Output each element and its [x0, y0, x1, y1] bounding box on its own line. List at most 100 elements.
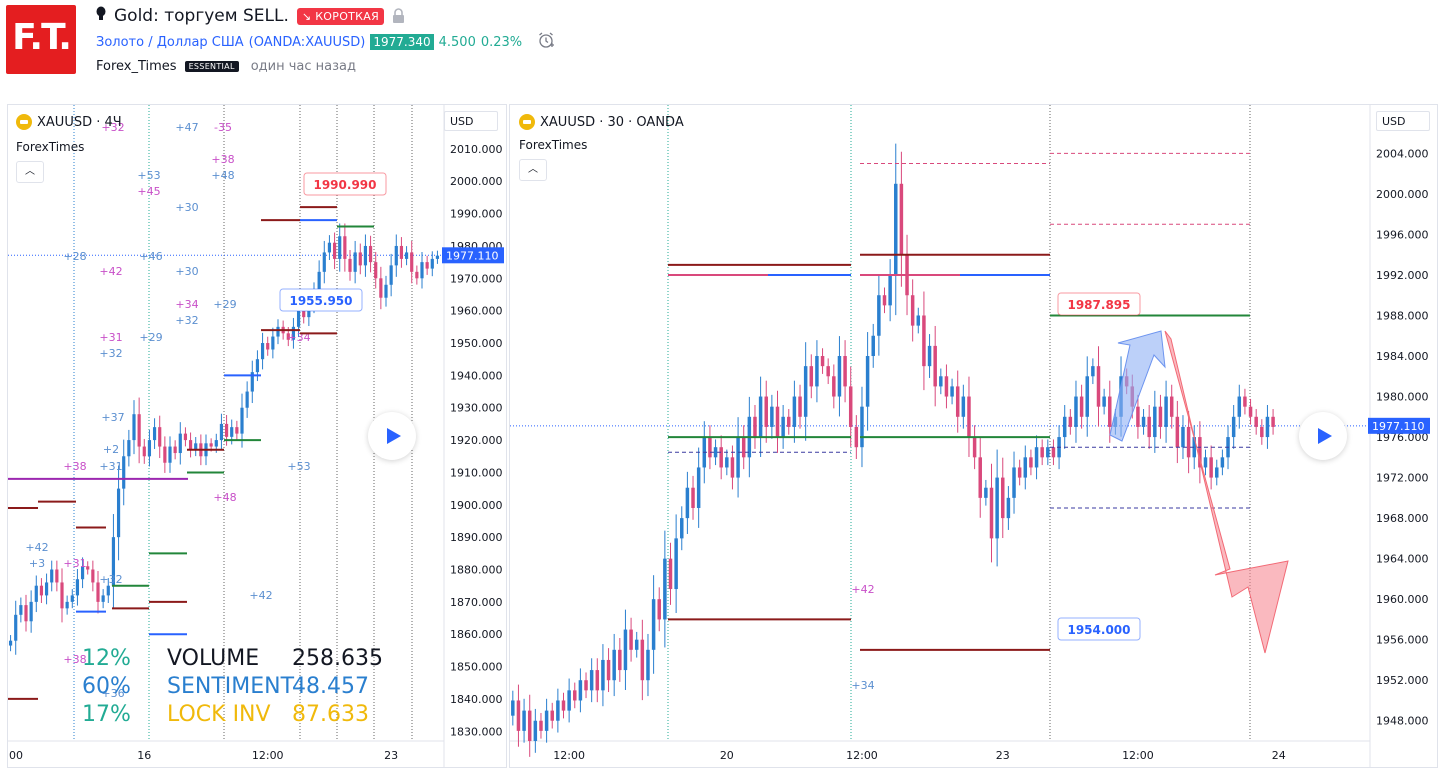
candle-body — [435, 255, 440, 259]
volume-annotation: +53 — [287, 460, 310, 473]
candle-body — [629, 629, 633, 650]
candle-body — [260, 343, 265, 360]
volume-annotation: +34 — [175, 298, 198, 311]
candle-body — [271, 336, 275, 350]
candle-body — [1034, 447, 1039, 468]
stat-row-lock-inv: 17% LOCK INV 87.633 — [82, 701, 383, 729]
candle-body — [657, 599, 661, 620]
stat-pct: 17% — [82, 702, 131, 727]
candle-body — [420, 262, 424, 279]
candle-body — [1260, 426, 1264, 438]
y-tick-label: 1956.000 — [1376, 634, 1429, 647]
candle-body — [837, 356, 842, 397]
author-name[interactable]: Forex_Times — [96, 58, 177, 74]
chevron-up-icon: ︿ — [25, 166, 35, 177]
stat-name: LOCK INV — [167, 702, 271, 727]
candle-body — [1186, 426, 1191, 458]
candle-body — [343, 236, 347, 259]
candle-body — [719, 447, 723, 468]
left-chart-panel[interactable]: 1830.000 1840.000 1850.000 1860.000 1870.000… — [7, 104, 507, 768]
candle-body — [618, 649, 622, 671]
candle-body — [944, 376, 949, 397]
stat-name: VOLUME — [167, 646, 260, 671]
candle-body — [584, 680, 588, 691]
right-chart-svg[interactable]: 1948.000 1952.000 1956.000 1960.000 1964.000… — [510, 105, 1437, 767]
left-stats-table: 12% VOLUME 258.635 60% SENTIMENT 48.457 … — [82, 645, 383, 729]
title-row: Gold: торгуем SELL. ↘ КОРОТКАЯ — [96, 5, 405, 27]
price-callout-box — [279, 288, 363, 312]
candle-body — [978, 457, 982, 498]
alarm-clock-icon[interactable] — [537, 31, 555, 53]
candle-body — [606, 659, 611, 681]
candle-body — [713, 447, 718, 458]
candle-body — [989, 487, 994, 539]
candle-body — [544, 710, 549, 731]
candle-body — [651, 599, 656, 650]
candle-body — [984, 487, 988, 498]
left-collapse-button[interactable]: ︿ — [16, 161, 44, 183]
symbol-name-link[interactable]: Золото / Доллар США — [96, 34, 244, 50]
candle-body — [753, 416, 757, 438]
volume-annotation: +36 — [101, 687, 124, 700]
left-play-button[interactable] — [368, 412, 416, 460]
left-currency-select[interactable]: USD — [444, 111, 498, 131]
right-chart-panel[interactable]: 1948.000 1952.000 1956.000 1960.000 1964.000… — [509, 104, 1438, 768]
candle-body — [1164, 396, 1168, 427]
right-collapse-button[interactable]: ︿ — [519, 159, 547, 181]
candle-body — [1181, 426, 1185, 448]
candle-body — [955, 386, 960, 417]
candle-body — [972, 437, 977, 458]
y-tick-label: 2000.000 — [1376, 188, 1429, 201]
candle-body — [430, 258, 434, 269]
y-tick-label: 2004.000 — [1376, 147, 1429, 160]
candle-body — [871, 335, 875, 357]
candle-body — [317, 271, 321, 292]
volume-annotation: +42 — [99, 265, 122, 278]
volume-annotation: -35 — [214, 121, 232, 134]
candle-body — [691, 487, 695, 508]
candle-body — [516, 700, 521, 731]
volume-annotation: +28 — [63, 250, 86, 263]
candle-body — [266, 343, 270, 350]
candle-body — [933, 345, 937, 387]
candle-body — [612, 649, 616, 681]
candle-body — [399, 245, 404, 259]
candle-body — [50, 569, 54, 583]
candle-body — [163, 446, 167, 463]
right-currency-select[interactable]: USD — [1376, 111, 1430, 131]
candle-body — [194, 443, 198, 450]
y-tick-label: 1920.000 — [450, 434, 503, 447]
candle-body — [1001, 477, 1005, 519]
x-tick-label: 20 — [720, 749, 734, 762]
y-tick-label: 1870.000 — [450, 596, 503, 609]
candle-body — [1209, 457, 1213, 478]
candle-body — [561, 700, 566, 711]
y-tick-label: 1970.000 — [450, 272, 503, 285]
candle-body — [60, 582, 64, 609]
candle-body — [1215, 467, 1219, 478]
candle-body — [595, 670, 600, 691]
current-price-tag-text: 1977.110 — [1372, 420, 1425, 433]
candle-body — [29, 601, 33, 622]
y-tick-label: 1840.000 — [450, 693, 503, 706]
price-change-pct: 0.23% — [480, 34, 523, 50]
candle-body — [230, 427, 234, 437]
candle-body — [183, 433, 188, 441]
candle-body — [34, 585, 38, 602]
y-tick-label: 1996.000 — [1376, 228, 1429, 241]
candle-body — [327, 242, 332, 253]
candle-body — [1012, 467, 1016, 498]
candle-body — [663, 558, 667, 620]
candle-body — [379, 278, 383, 298]
y-tick-label: 1984.000 — [1376, 350, 1429, 363]
right-play-button[interactable] — [1299, 412, 1347, 460]
symbol-exchange-link[interactable]: (OANDA:XAUUSD) — [248, 34, 366, 50]
left-chart-svg[interactable]: 1830.000 1840.000 1850.000 1860.000 1870.000… — [8, 105, 506, 767]
candle-body — [1017, 467, 1022, 478]
candle-body — [235, 427, 239, 434]
volume-annotation: +48 — [211, 169, 234, 182]
candle-body — [1220, 457, 1225, 468]
author-logo[interactable]: F.T. — [6, 5, 76, 74]
candle-body — [224, 423, 229, 437]
down-arrow — [1164, 330, 1289, 654]
